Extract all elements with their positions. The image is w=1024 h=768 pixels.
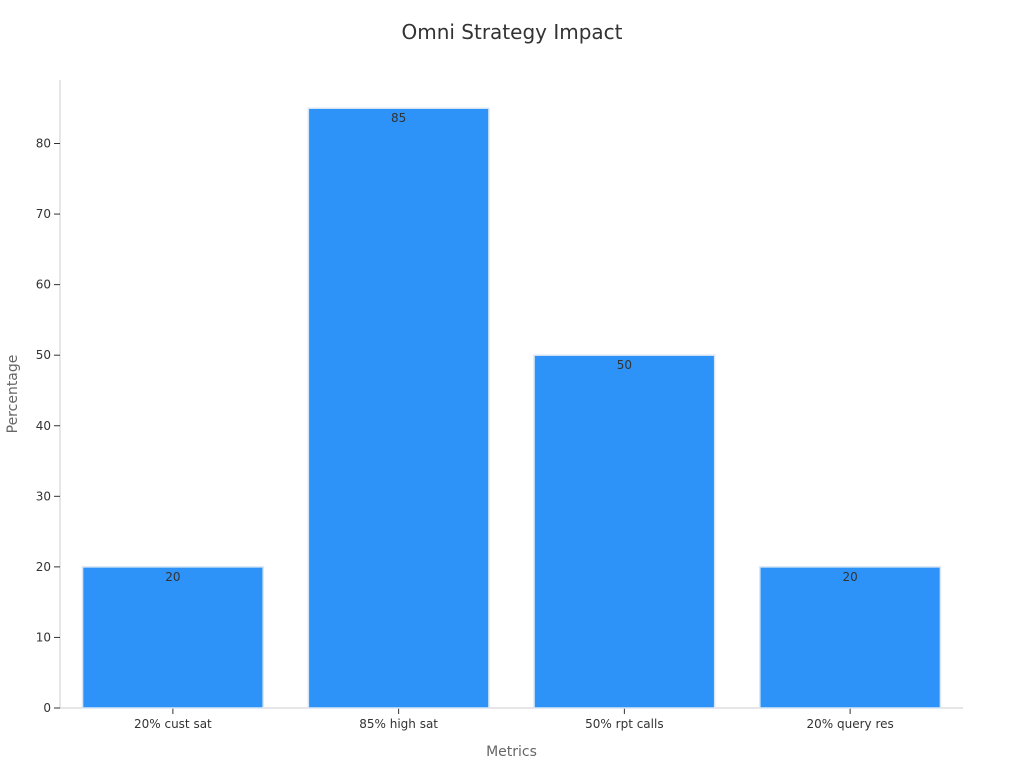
y-tick-label: 60	[36, 278, 51, 292]
x-tick-label: 85% high sat	[359, 717, 438, 731]
bar	[533, 354, 716, 709]
y-tick-label: 0	[43, 701, 51, 715]
y-tick-label: 50	[36, 348, 51, 362]
data-label: 50	[617, 358, 632, 372]
y-tick-label: 30	[36, 489, 51, 503]
bar	[759, 566, 942, 709]
data-label: 20	[165, 570, 180, 584]
x-tick-label: 20% cust sat	[134, 717, 212, 731]
data-label: 20	[842, 570, 857, 584]
chart-title: Omni Strategy Impact	[401, 20, 623, 44]
bars	[81, 107, 942, 709]
y-tick-label: 10	[36, 630, 51, 644]
y-tick-label: 40	[36, 419, 51, 433]
y-tick-label: 20	[36, 560, 51, 574]
x-axis-title: Metrics	[486, 744, 537, 760]
y-tick-label: 80	[36, 137, 51, 151]
x-tick-label: 20% query res	[807, 717, 894, 731]
y-axis-title: Percentage	[5, 355, 21, 434]
labels: 20 20% cust sat 85 85% high sat 50 50% rpt ca…	[134, 111, 894, 731]
bar	[81, 566, 264, 709]
y-tick-label: 70	[36, 207, 51, 221]
x-tick-label: 50% rpt calls	[585, 717, 663, 731]
data-label: 85	[391, 111, 406, 125]
bar	[307, 107, 490, 709]
